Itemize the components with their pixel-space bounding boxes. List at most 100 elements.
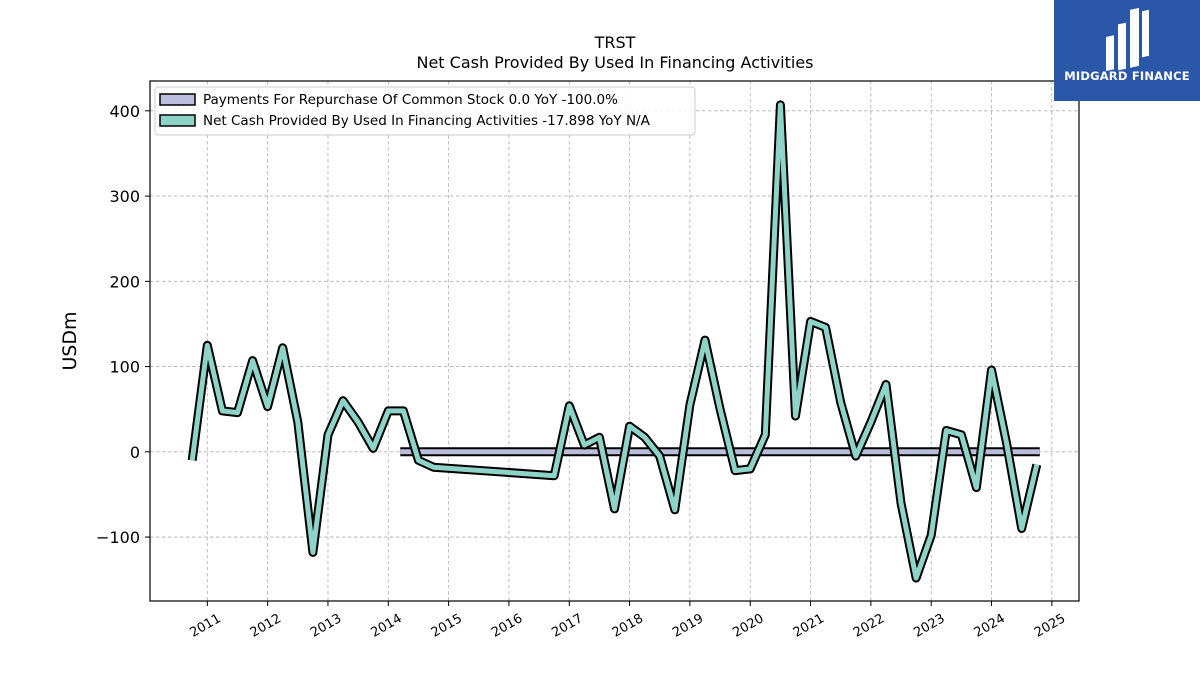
series-0-point: [537, 450, 541, 454]
series-0-point: [778, 450, 782, 454]
x-tick-label: 2016: [489, 611, 525, 641]
series-1-point: [296, 420, 300, 424]
x-tick-label: 2024: [972, 611, 1008, 641]
series-1-point: [281, 346, 285, 350]
legend-label-financing: Net Cash Provided By Used In Financing A…: [203, 113, 651, 129]
y-axis-label: USDm: [59, 311, 81, 370]
series-1-point: [613, 507, 617, 511]
series-1-point: [401, 409, 405, 413]
series-1-point: [778, 103, 782, 107]
series-1-point: [809, 319, 813, 323]
x-tick-label: 2025: [1032, 611, 1068, 641]
y-tick-label: 100: [109, 358, 140, 377]
x-tick-label: 2014: [368, 611, 404, 641]
legend-swatch-repurchase: [159, 93, 196, 106]
series-1-point: [688, 403, 692, 407]
series-0-point: [748, 450, 752, 454]
series-1-point: [974, 486, 978, 490]
series-1-point: [416, 458, 420, 462]
series-0-point: [884, 450, 888, 454]
series-1-point: [673, 508, 677, 512]
series-1-point: [839, 400, 843, 404]
x-tick-label: 2019: [670, 611, 706, 641]
series-1-point: [748, 467, 752, 471]
series-0-point: [447, 450, 451, 454]
legend-box: [154, 86, 696, 136]
series-1-point: [794, 414, 798, 418]
x-tick-label: 2017: [549, 611, 585, 641]
plot-frame: [149, 80, 1080, 602]
series-1-point: [567, 404, 571, 408]
x-axis: 2011 2012 2013 2014 2015 2016 2017 2018 2019 2020…: [187, 601, 1068, 641]
series-1-point: [718, 407, 722, 411]
y-tick-label: 200: [109, 272, 140, 291]
series-1-point: [205, 343, 209, 347]
series-1-point: [733, 469, 737, 473]
series-1-point: [326, 433, 330, 437]
series-1-point: [386, 409, 390, 413]
series-1-point: [236, 411, 240, 415]
series-1-point: [899, 501, 903, 505]
x-tick-label: 2023: [911, 611, 947, 641]
series-1-point: [643, 435, 647, 439]
series-0-point: [582, 450, 586, 454]
series-1-point: [432, 465, 436, 469]
logo-mark-icon: [1106, 7, 1149, 71]
series-1-point: [266, 405, 270, 409]
grid: [150, 81, 1079, 601]
series-0-point: [688, 450, 692, 454]
series-1-point: [929, 533, 933, 537]
series-0-point: [643, 450, 647, 454]
series-0-point: [899, 450, 903, 454]
x-tick-label: 2020: [730, 611, 766, 641]
series-0-point: [990, 450, 994, 454]
series-1-point: [658, 454, 662, 458]
series-1-point: [869, 420, 873, 424]
series-0-point: [1038, 450, 1042, 454]
series-1-point: [763, 433, 767, 437]
series-0-point: [839, 450, 843, 454]
series-1-point: [311, 550, 315, 554]
series-1-point: [914, 576, 918, 580]
series-0-point: [794, 450, 798, 454]
series-0-point: [567, 450, 571, 454]
series-0-point: [824, 450, 828, 454]
series-1-point: [356, 420, 360, 424]
x-tick-label: 2021: [791, 611, 827, 641]
series-1-point: [703, 338, 707, 342]
x-tick-label: 2015: [429, 611, 465, 641]
series-0-point: [929, 450, 933, 454]
legend-swatch-financing: [159, 114, 196, 127]
series-0-point: [398, 450, 402, 454]
series-1: [187, 100, 1042, 583]
x-tick-label: 2011: [187, 611, 223, 641]
legend: Payments For Repurchase Of Common Stock …: [154, 86, 696, 136]
y-axis: −100 0 100 200 300 400: [96, 102, 150, 547]
y-tick-label: 300: [109, 187, 140, 206]
chart-title: TRST: [594, 33, 636, 52]
series-0-point: [869, 450, 873, 454]
legend-label-repurchase: Payments For Repurchase Of Common Stock …: [203, 92, 618, 108]
series-0-point: [809, 450, 813, 454]
y-tick-label: 0: [130, 443, 140, 462]
series-0-point: [432, 450, 436, 454]
x-tick-label: 2012: [248, 611, 284, 641]
x-tick-label: 2018: [610, 611, 646, 641]
series-1-point: [251, 359, 255, 363]
brand-name: MIDGARD FINANCE: [1064, 69, 1190, 83]
series-0-point: [507, 450, 511, 454]
series-1-point: [190, 458, 194, 462]
chart-subtitle: Net Cash Provided By Used In Financing A…: [416, 53, 813, 72]
series-0-point: [914, 450, 918, 454]
series-1-point: [990, 368, 994, 372]
series-0-point: [477, 450, 481, 454]
series-1-point: [220, 409, 224, 413]
series-1-point: [1020, 527, 1024, 531]
series-1-point: [1005, 441, 1009, 445]
series-1-point: [1035, 463, 1039, 467]
y-tick-label: −100: [96, 528, 140, 547]
series-0-point: [613, 450, 617, 454]
series-1-point: [854, 454, 858, 458]
series-1-point: [582, 443, 586, 447]
